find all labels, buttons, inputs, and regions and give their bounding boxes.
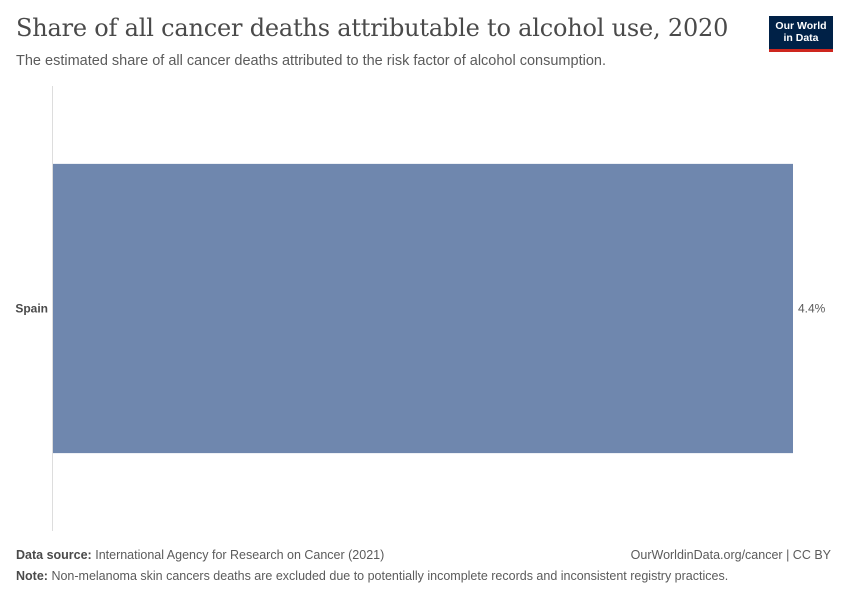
owid-logo[interactable]: Our World in Data [769,16,833,52]
license-link[interactable]: CC BY [792,548,831,562]
bar-chart: Spain 4.4% [15,86,826,531]
data-source-label: Data source: [16,548,92,562]
chart-note: Note: Non-melanoma skin cancers deaths a… [16,569,728,583]
chart-subtitle: The estimated share of all cancer deaths… [16,53,606,69]
note-label: Note: [16,569,48,583]
chart-title: Share of all cancer deaths attributable … [16,14,729,42]
data-source: Data source: International Agency for Re… [16,548,384,562]
logo-line-1: Our World [775,20,827,32]
value-label: 4.4% [798,302,826,316]
bar-spain[interactable] [53,163,793,454]
logo-line-2: in Data [783,32,819,44]
footer-links: OurWorldinData.org/cancer | CC BY [631,548,831,562]
data-source-text: International Agency for Research on Can… [95,548,385,562]
cancer-page-link[interactable]: OurWorldinData.org/cancer [630,548,783,562]
category-label: Spain [15,302,48,316]
footer-separator: | [786,548,790,562]
note-text: Non-melanoma skin cancers deaths are exc… [51,569,729,583]
